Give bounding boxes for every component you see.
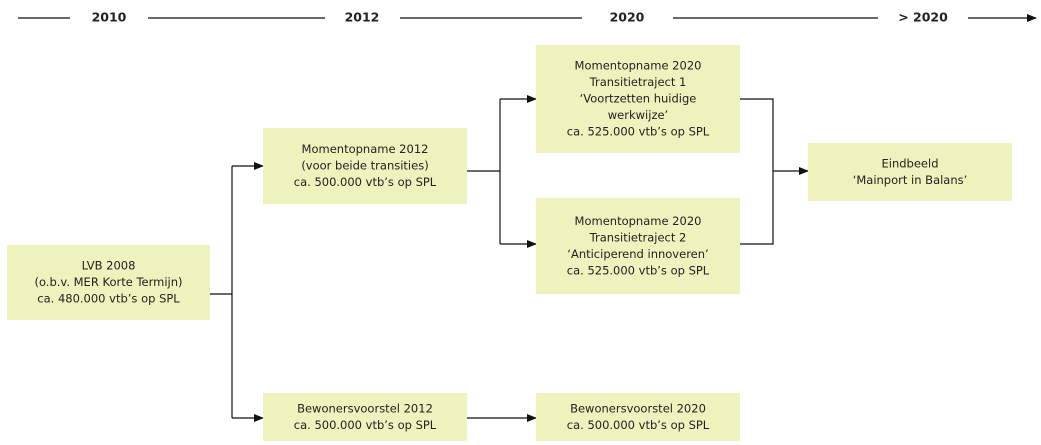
node-text: ‘Voortzetten huidige [580, 92, 697, 106]
timeline-label: 2010 [92, 10, 127, 25]
node-box [536, 198, 740, 294]
node-box [7, 245, 210, 320]
timeline-label: 2012 [345, 10, 380, 25]
node-text: ca. 500.000 vtb’s op SPL [294, 418, 437, 432]
node-box [536, 393, 740, 441]
node-text: ‘Mainport in Balans’ [853, 173, 968, 187]
node-text: (voor beide transities) [301, 159, 428, 173]
timeline-label: > 2020 [898, 10, 948, 25]
node-text: werkwijze’ [608, 108, 668, 122]
node-text: ‘Anticiperend innoveren’ [567, 247, 708, 261]
node: LVB 2008 (o.b.v. MER Korte Termijn) ca. 48… [7, 245, 210, 320]
node: Bewonersvoorstel 2020 ca. 500.000 vtb’s o… [536, 393, 740, 441]
node-text: Eindbeeld [882, 156, 939, 170]
connectors [210, 95, 809, 422]
node-text: Transitietraject 2 [589, 230, 687, 244]
node-box [263, 128, 467, 204]
node-text: ca. 480.000 vtb’s op SPL [37, 292, 180, 306]
node-text: ca. 525.000 vtb’s op SPL [567, 125, 710, 139]
node: Bewonersvoorstel 2012 ca. 500.000 vtb’s o… [263, 393, 467, 441]
node: Momentopname 2020 Transitietraject 2 ‘Anti… [536, 198, 740, 294]
timeline-label: 2020 [610, 10, 645, 25]
node: Eindbeeld ‘Mainport in Balans’ [808, 143, 1012, 201]
node-text: ca. 525.000 vtb’s op SPL [567, 263, 710, 277]
node-box [536, 45, 740, 153]
node-text: Momentopname 2020 [575, 59, 702, 73]
node-box [263, 393, 467, 441]
node-text: LVB 2008 [82, 259, 136, 273]
node: Momentopname 2012 (voor beide transities)… [263, 128, 467, 204]
node-text: ca. 500.000 vtb’s op SPL [294, 175, 437, 189]
node-text: Momentopname 2012 [302, 142, 429, 156]
node-box [808, 143, 1012, 201]
node-text: ca. 500.000 vtb’s op SPL [567, 418, 710, 432]
node-text: Bewonersvoorstel 2012 [297, 401, 433, 415]
node: Momentopname 2020 Transitietraject 1 ‘Voor… [536, 45, 740, 153]
node-text: Momentopname 2020 [575, 214, 702, 228]
node-text: (o.b.v. MER Korte Termijn) [34, 275, 182, 289]
node-text: Transitietraject 1 [589, 75, 687, 89]
node-text: Bewonersvoorstel 2020 [570, 401, 706, 415]
